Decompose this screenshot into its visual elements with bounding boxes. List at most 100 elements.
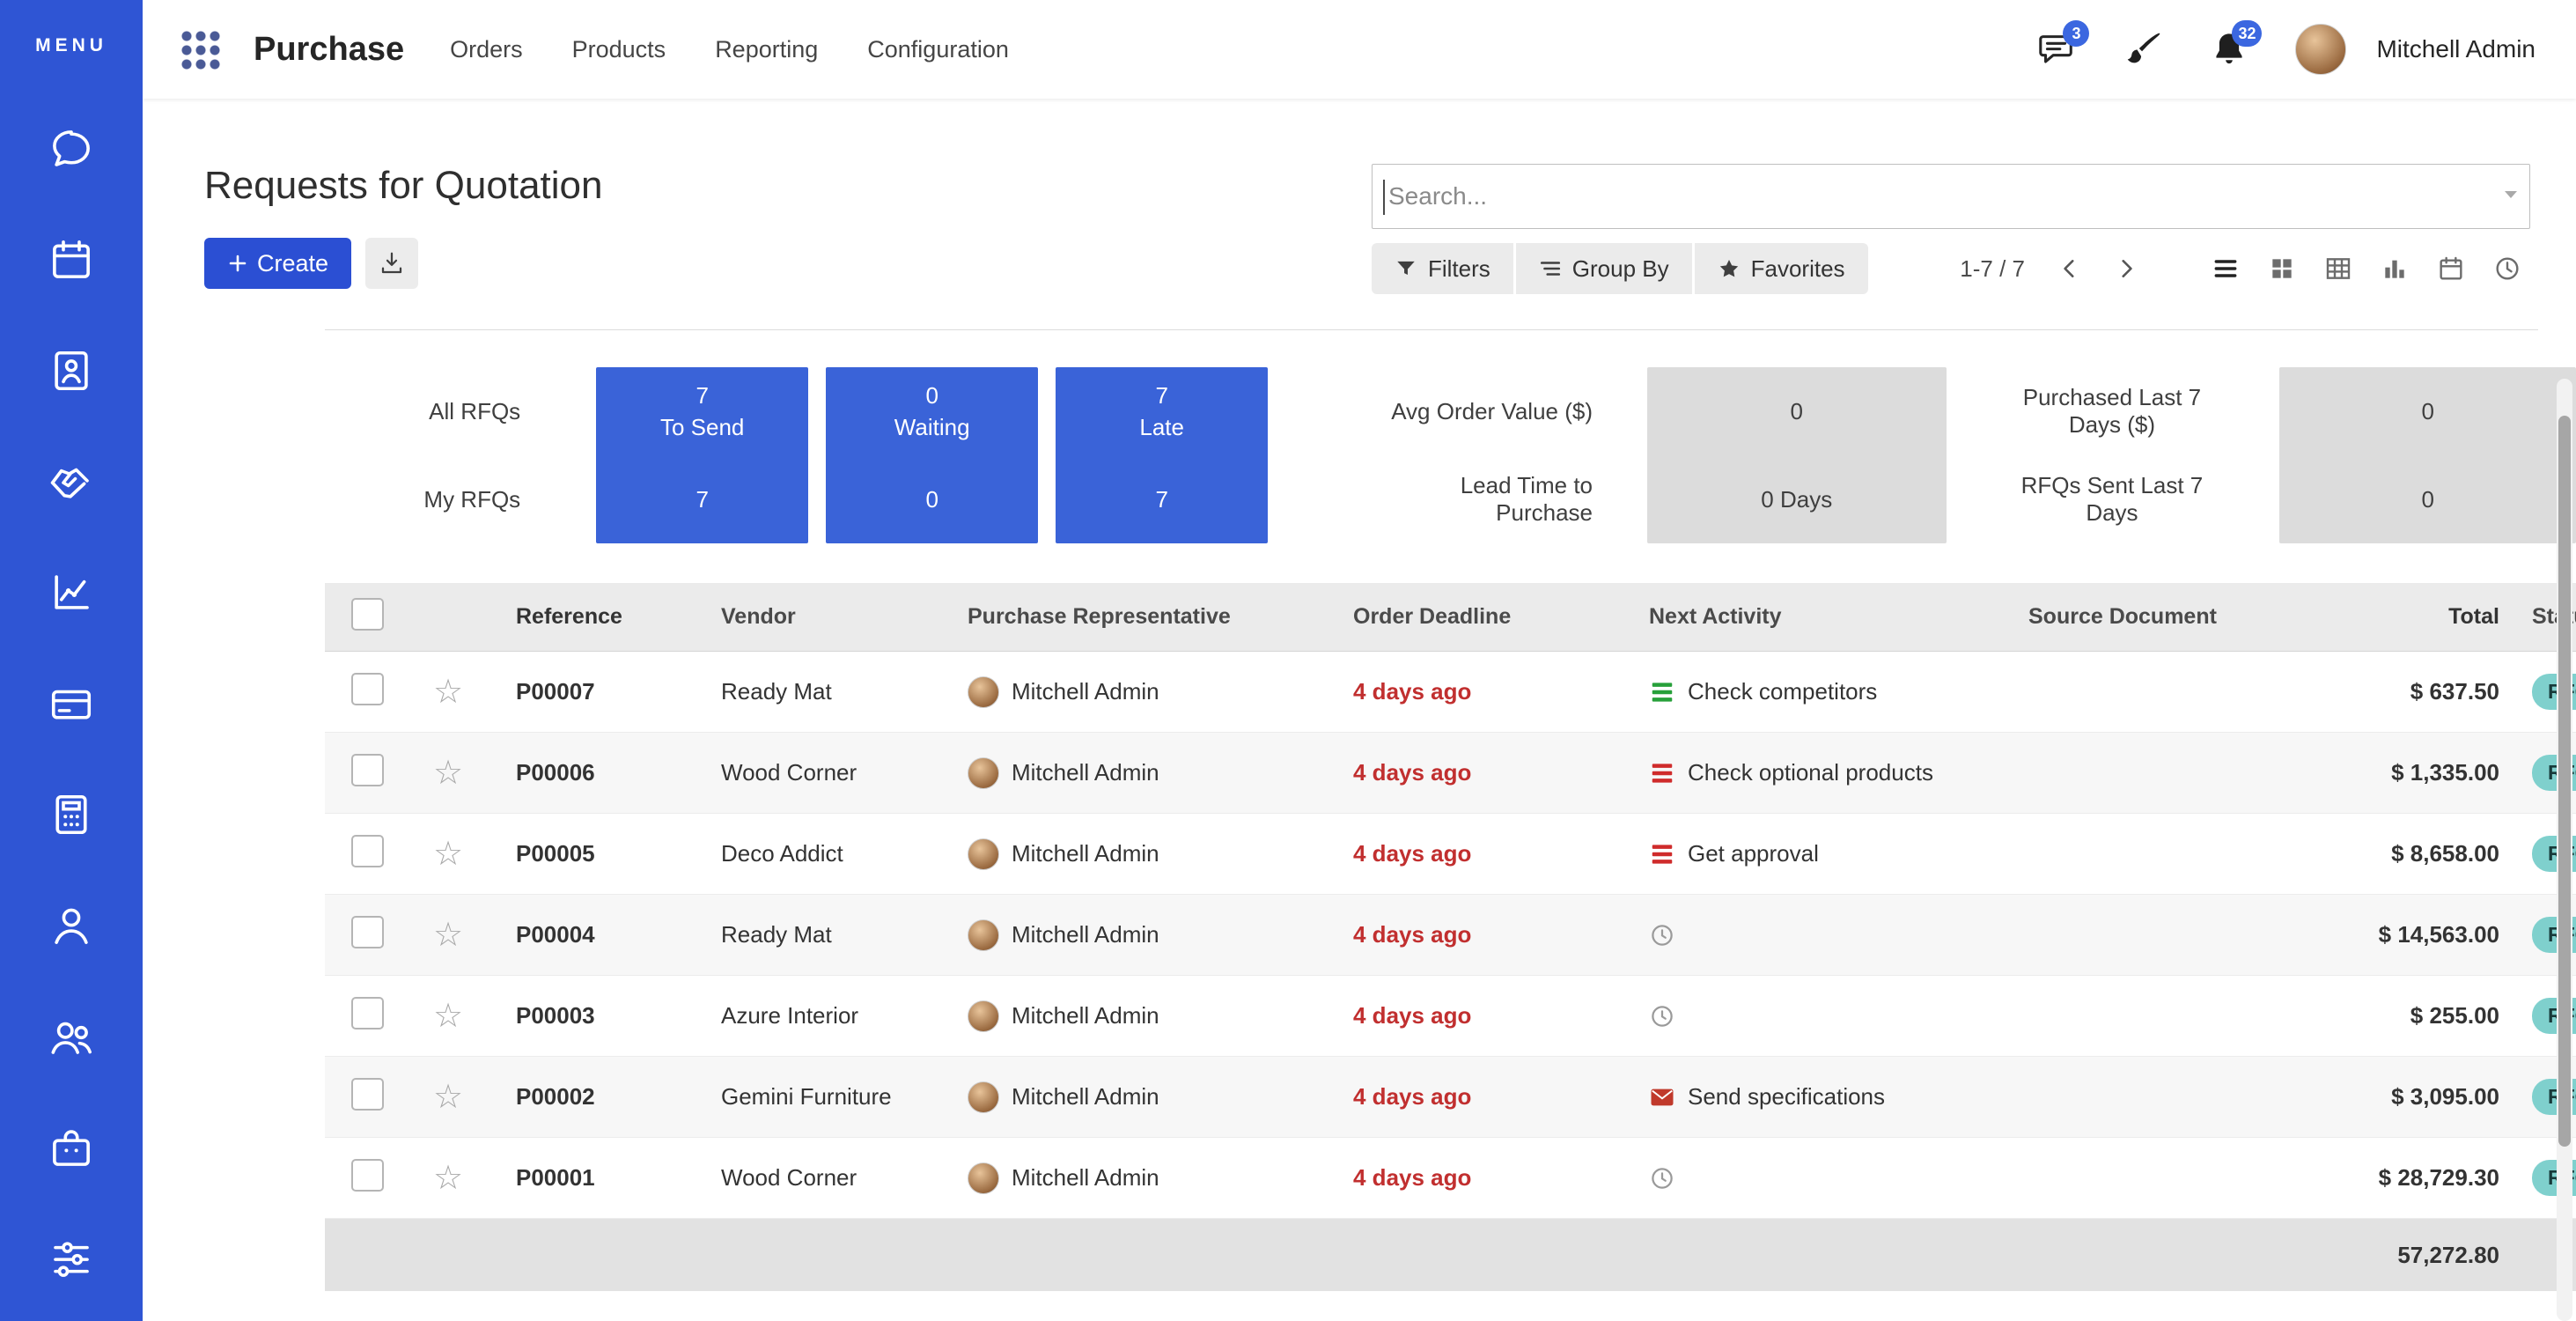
header-vendor[interactable]: Vendor (721, 604, 796, 629)
export-button[interactable] (365, 238, 419, 289)
calendar-icon[interactable] (48, 236, 95, 284)
search-expand-icon[interactable] (2505, 191, 2517, 198)
favorite-star-icon[interactable]: ☆ (433, 918, 464, 952)
recruitment-icon[interactable] (48, 1013, 95, 1060)
menu-toggle[interactable]: MENU (35, 35, 107, 55)
row-checkbox[interactable] (351, 753, 384, 786)
row-checkbox[interactable] (351, 996, 384, 1029)
app-title: Purchase (254, 30, 405, 68)
rep-avatar (968, 1081, 999, 1113)
favorite-star-icon[interactable]: ☆ (433, 675, 464, 709)
order-deadline: 4 days ago (1353, 840, 1472, 867)
tile-late[interactable]: 7 Late 7 (1056, 367, 1269, 543)
favorite-star-icon[interactable]: ☆ (433, 837, 464, 871)
sales-chart-icon[interactable] (48, 569, 95, 616)
tile-to-send[interactable]: 7 To Send 7 (596, 367, 809, 543)
favorite-star-icon[interactable]: ☆ (433, 1080, 464, 1114)
menu-configuration[interactable]: Configuration (867, 35, 1009, 63)
table-row[interactable]: ☆ P00004 Ready Mat Mitchell Admin 4 days… (325, 895, 2576, 976)
favorites-button[interactable]: Favorites (1694, 243, 1868, 294)
activity-list-red-icon (1649, 841, 1675, 867)
contacts-icon[interactable] (48, 347, 95, 395)
rep-avatar (968, 756, 999, 789)
pager-next-button[interactable] (2102, 245, 2150, 292)
vendor-name: Deco Addict (721, 840, 843, 867)
scrollbar-thumb[interactable] (2558, 416, 2571, 1147)
view-pivot-icon[interactable] (2315, 245, 2361, 292)
apps-grid-icon[interactable] (180, 29, 220, 70)
download-icon (381, 252, 402, 274)
search-input[interactable] (1373, 165, 2529, 228)
group-by-button[interactable]: Group By (1515, 243, 1692, 294)
notifications-bell-icon[interactable]: 32 (2209, 20, 2263, 70)
credit-card-icon[interactable] (48, 680, 95, 727)
rep-name: Mitchell Admin (1012, 1164, 1159, 1191)
menu-reporting[interactable]: Reporting (715, 35, 819, 63)
late-my-count: 7 (1155, 485, 1168, 513)
rep-avatar (968, 1162, 999, 1194)
total-amount: $ 14,563.00 (2378, 921, 2499, 948)
row-checkbox[interactable] (351, 1158, 384, 1192)
handshake-icon[interactable] (48, 458, 95, 506)
create-button-label: Create (257, 249, 329, 277)
menu-products[interactable]: Products (571, 35, 666, 63)
row-checkbox[interactable] (351, 1077, 384, 1111)
employee-icon[interactable] (48, 902, 95, 949)
filters-button[interactable]: Filters (1372, 243, 1513, 294)
view-activity-icon[interactable] (2484, 245, 2530, 292)
header-activity[interactable]: Next Activity (1649, 604, 1782, 629)
favorite-star-icon[interactable]: ☆ (433, 999, 464, 1033)
paintbrush-icon[interactable] (2123, 29, 2163, 70)
app-sidebar: MENU (0, 0, 143, 1321)
header-reference[interactable]: Reference (516, 604, 622, 629)
rep-avatar (968, 1000, 999, 1032)
table-row[interactable]: ☆ P00005 Deco Addict Mitchell Admin 4 da… (325, 814, 2576, 895)
purchase-bag-icon[interactable] (48, 1124, 95, 1171)
rfq-reference: P00005 (516, 840, 595, 867)
table-row[interactable]: ☆ P00002 Gemini Furniture Mitchell Admin… (325, 1057, 2576, 1138)
search-box (1372, 164, 2530, 229)
pager-previous-button[interactable] (2046, 245, 2094, 292)
favorites-star-icon (1719, 260, 1738, 277)
user-avatar[interactable] (2295, 24, 2347, 75)
create-button[interactable]: Create (204, 238, 352, 289)
group-by-label: Group By (1571, 255, 1669, 282)
view-list-icon[interactable] (2203, 245, 2248, 292)
messages-icon[interactable]: 3 (2036, 20, 2090, 70)
activity-label: Check optional products (1688, 759, 1933, 786)
row-checkbox[interactable] (351, 834, 384, 867)
select-all-checkbox[interactable] (351, 597, 384, 631)
text-cursor (1383, 180, 1385, 215)
header-source[interactable]: Source Document (2028, 604, 2217, 629)
menu-orders[interactable]: Orders (450, 35, 523, 63)
header-deadline[interactable]: Order Deadline (1353, 604, 1512, 629)
row-checkbox[interactable] (351, 915, 384, 948)
discuss-icon[interactable] (48, 125, 95, 173)
view-graph-icon[interactable] (2372, 245, 2418, 292)
settings-sliders-icon[interactable] (48, 1235, 95, 1282)
table-row[interactable]: ☆ P00007 Ready Mat Mitchell Admin 4 days… (325, 652, 2576, 733)
stat-tile-last7days: 0 0 (2279, 367, 2576, 543)
waiting-my-count: 0 (925, 485, 938, 513)
favorite-star-icon[interactable]: ☆ (433, 1161, 464, 1195)
section-divider (325, 329, 2538, 330)
rep-avatar (968, 838, 999, 870)
view-calendar-icon[interactable] (2428, 245, 2474, 292)
calculator-icon[interactable] (48, 791, 95, 838)
rfq-dashboard: All RFQs My RFQs 7 To Send 7 0 Waiting 0 (325, 367, 2576, 543)
user-name[interactable]: Mitchell Admin (2376, 35, 2536, 63)
row-checkbox[interactable] (351, 672, 384, 705)
table-row[interactable]: ☆ P00006 Wood Corner Mitchell Admin 4 da… (325, 733, 2576, 814)
total-amount: $ 1,335.00 (2391, 759, 2499, 786)
tile-waiting[interactable]: 0 Waiting 0 (826, 367, 1039, 543)
scrollbar-track[interactable] (2557, 379, 2572, 1321)
activity-label: Send specifications (1688, 1083, 1886, 1110)
to-send-all-count: 7 (696, 381, 709, 409)
order-deadline: 4 days ago (1353, 1083, 1472, 1110)
header-total[interactable]: Total (2448, 604, 2499, 629)
favorite-star-icon[interactable]: ☆ (433, 756, 464, 790)
view-kanban-icon[interactable] (2259, 245, 2305, 292)
table-row[interactable]: ☆ P00003 Azure Interior Mitchell Admin 4… (325, 976, 2576, 1057)
table-row[interactable]: ☆ P00001 Wood Corner Mitchell Admin 4 da… (325, 1138, 2576, 1219)
header-rep[interactable]: Purchase Representative (968, 604, 1231, 629)
